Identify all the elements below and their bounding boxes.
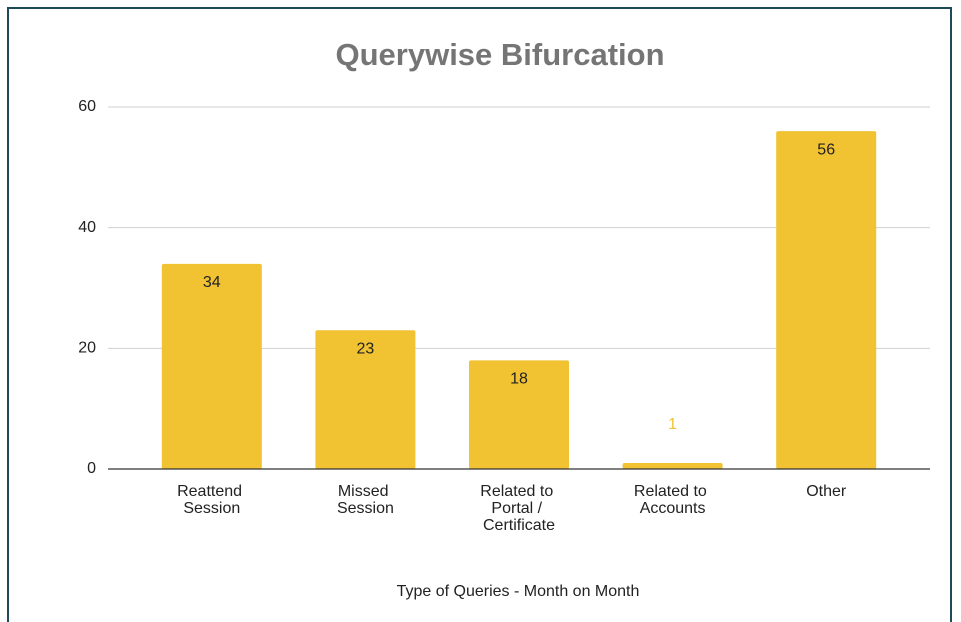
- bar: [776, 131, 877, 469]
- y-tick-label: 60: [78, 98, 96, 115]
- bar: [161, 263, 262, 469]
- x-tick-label: Missed Session: [337, 483, 394, 517]
- data-label: 56: [817, 141, 835, 158]
- bar: [469, 360, 569, 469]
- data-label: 34: [203, 274, 221, 291]
- y-tick-label: 20: [78, 340, 96, 357]
- x-tick-label: Other: [806, 483, 847, 500]
- y-tick-label: 0: [87, 460, 96, 477]
- x-tick-label: Reattend Session: [177, 483, 246, 517]
- data-label: 23: [357, 340, 375, 357]
- data-label: 1: [668, 416, 677, 433]
- bar: [622, 462, 723, 469]
- chart-title: Querywise Bifurcation: [335, 37, 664, 72]
- data-label: 18: [510, 371, 528, 388]
- x-tick-label: Related to Portal / Certificate: [480, 483, 557, 534]
- x-tick-label: Related to Accounts: [634, 483, 711, 517]
- bar: [315, 330, 416, 469]
- y-tick-label: 40: [78, 219, 96, 236]
- x-axis-title: Type of Queries - Month on Month: [397, 583, 640, 600]
